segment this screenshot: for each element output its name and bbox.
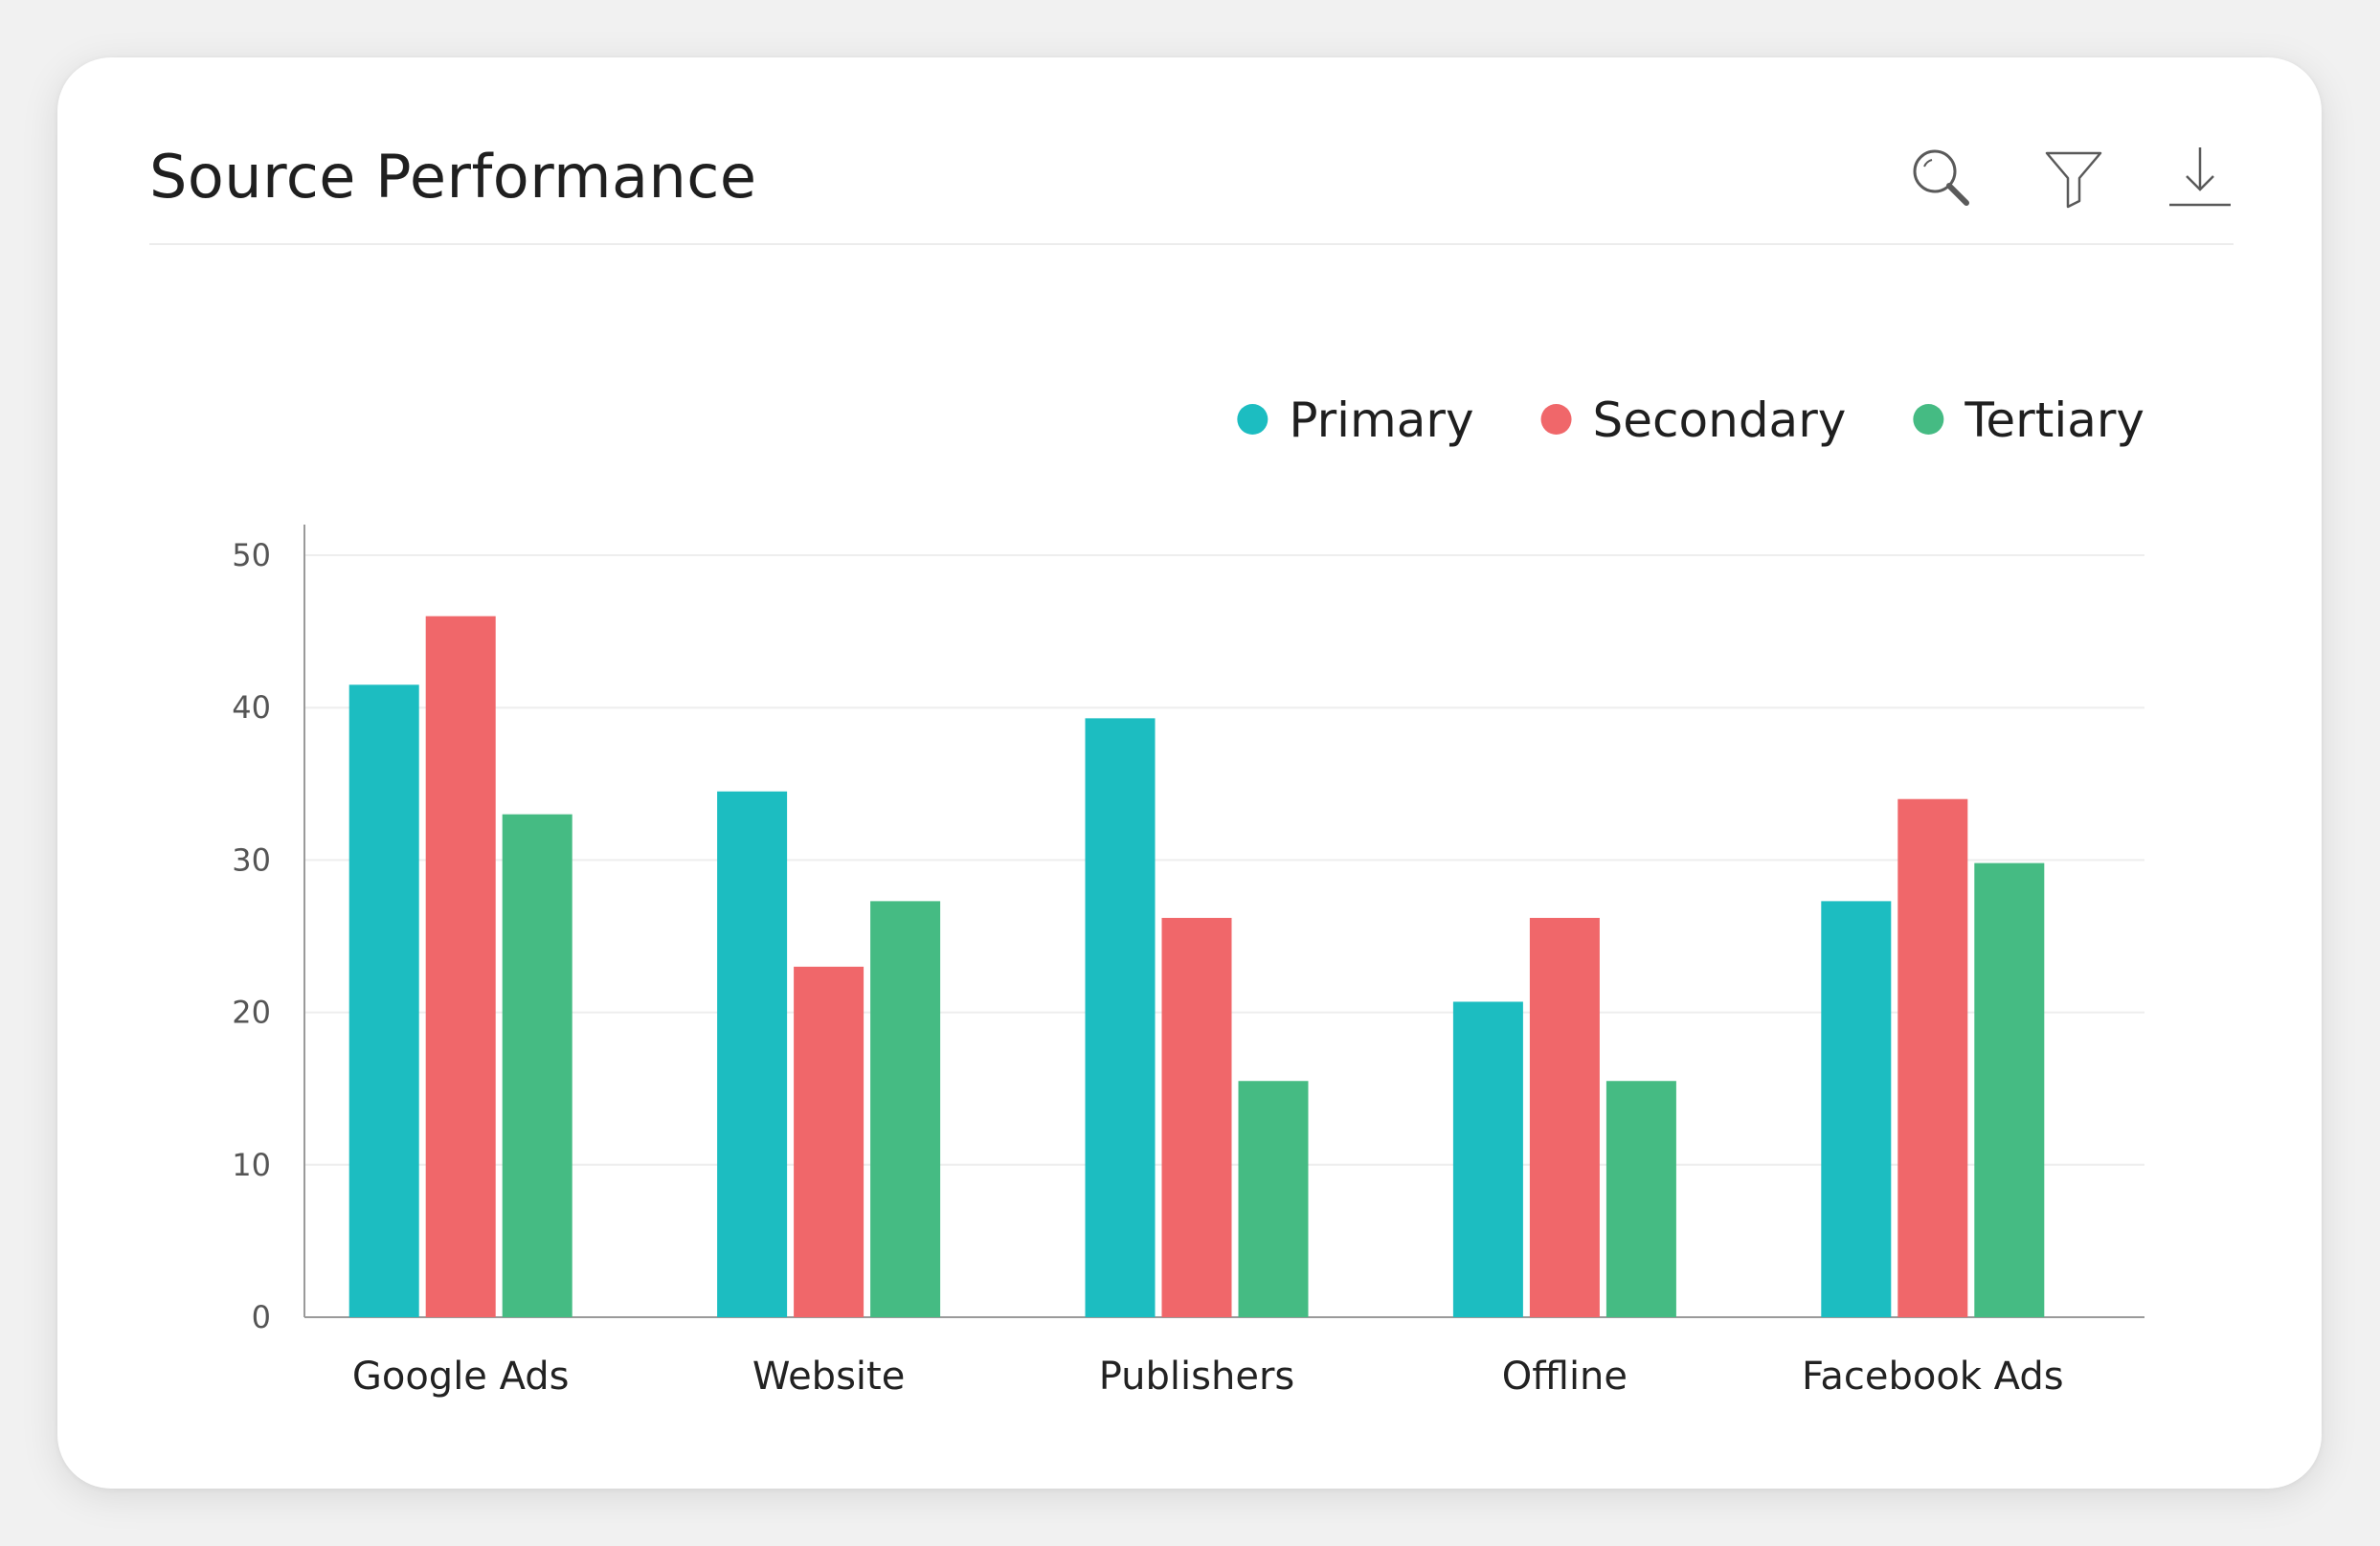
bar-primary	[348, 684, 419, 1317]
bar-primary	[1452, 1001, 1523, 1317]
y-tick-label: 20	[232, 995, 271, 1031]
bar-tertiary	[502, 814, 573, 1317]
bar-secondary	[794, 966, 864, 1317]
x-tick-label: Website	[752, 1355, 905, 1399]
bar-primary	[1821, 901, 1892, 1317]
download-button[interactable]	[2164, 142, 2236, 214]
y-tick-label: 0	[252, 1299, 271, 1335]
bar-secondary	[1529, 917, 1600, 1317]
x-tick-label: Offline	[1502, 1355, 1628, 1399]
bar-secondary	[1897, 798, 1968, 1317]
bar-tertiary	[1974, 863, 2045, 1317]
legend-dot-tertiary	[1913, 404, 1944, 435]
y-tick-label: 40	[232, 689, 271, 726]
bar-tertiary	[1605, 1081, 1676, 1317]
bar-primary	[1085, 718, 1156, 1317]
x-tick-label: Google Ads	[352, 1355, 570, 1399]
bar-tertiary	[1238, 1081, 1309, 1317]
legend-label-secondary: Secondary	[1593, 392, 1847, 448]
header-divider	[149, 243, 2234, 245]
page-title: Source Performance	[149, 142, 757, 212]
filter-button[interactable]	[2037, 142, 2110, 214]
legend-dot-primary	[1237, 404, 1269, 435]
search-button[interactable]	[1905, 142, 1978, 214]
bar-primary	[717, 791, 788, 1317]
filter-icon	[2045, 151, 2102, 209]
x-tick-label: Facebook Ads	[1802, 1355, 2064, 1399]
legend-label-tertiary: Tertiary	[1964, 392, 2144, 448]
search-icon	[1913, 149, 1969, 206]
y-tick-label: 50	[232, 537, 271, 573]
legend-label-primary: Primary	[1289, 392, 1473, 448]
bar-secondary	[1161, 917, 1232, 1317]
y-tick-label: 30	[232, 841, 271, 878]
bar-tertiary	[870, 901, 941, 1317]
y-tick-label: 10	[232, 1147, 271, 1183]
bar-secondary	[425, 616, 496, 1317]
x-tick-label: Publishers	[1099, 1355, 1294, 1399]
bar-chart: 0 10 20 30 40 50 Google Ads Website Publishers Of…	[232, 392, 2144, 1399]
legend-dot-secondary	[1540, 404, 1572, 435]
chart-card: Source Performance 0 10 20 30 40 50 Google Ads…	[57, 57, 2322, 1489]
download-icon	[2169, 147, 2231, 207]
